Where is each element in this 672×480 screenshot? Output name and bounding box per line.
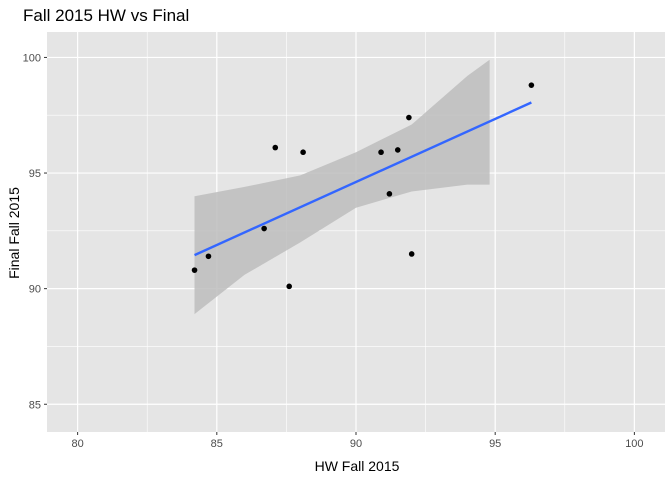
y-tick-label: 95 [29, 168, 41, 180]
data-point [394, 147, 401, 153]
data-point [191, 267, 198, 273]
data-point [408, 251, 415, 257]
data-point [286, 283, 292, 290]
x-axis-title: HW Fall 2015 [315, 458, 400, 474]
x-tick-label: 100 [625, 438, 643, 450]
data-point [261, 225, 267, 232]
data-point [378, 149, 384, 156]
y-tick-label: 100 [23, 52, 41, 64]
data-points [191, 82, 535, 290]
data-point [205, 253, 212, 260]
chart-title: Fall 2015 HW vs Final [23, 6, 189, 25]
y-axis-ticks: 85 90 95 100 [23, 52, 47, 411]
data-point [272, 144, 279, 151]
x-tick-label: 80 [71, 438, 83, 450]
data-point [300, 149, 306, 156]
data-point [528, 82, 535, 88]
x-tick-label: 90 [350, 438, 362, 450]
y-tick-label: 85 [29, 399, 41, 411]
x-axis-ticks: 80 85 90 95 100 [71, 432, 644, 450]
data-point [406, 114, 412, 121]
regression-line [194, 101, 532, 257]
x-tick-label: 85 [211, 438, 223, 450]
confidence-band [194, 59, 490, 315]
y-tick-label: 90 [29, 284, 41, 296]
data-point [386, 191, 393, 197]
y-axis-title: Final Fall 2015 [6, 187, 22, 279]
x-tick-label: 95 [489, 438, 501, 450]
